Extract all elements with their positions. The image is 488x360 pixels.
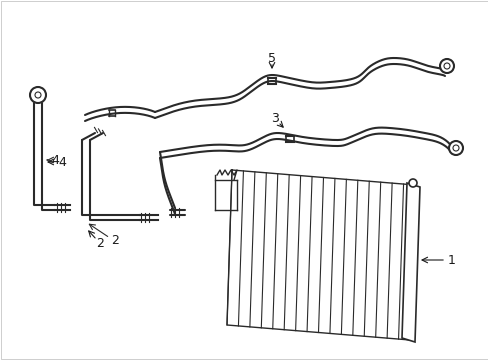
- Text: 2: 2: [96, 237, 104, 249]
- Circle shape: [448, 141, 462, 155]
- Text: 2: 2: [111, 234, 119, 247]
- Text: 4: 4: [51, 153, 59, 166]
- Text: 4: 4: [58, 156, 66, 168]
- Text: 3: 3: [270, 112, 278, 125]
- Circle shape: [30, 87, 46, 103]
- Text: 5: 5: [267, 51, 275, 64]
- Circle shape: [439, 59, 453, 73]
- Polygon shape: [401, 183, 419, 342]
- Text: 1: 1: [447, 253, 455, 266]
- Circle shape: [408, 179, 416, 187]
